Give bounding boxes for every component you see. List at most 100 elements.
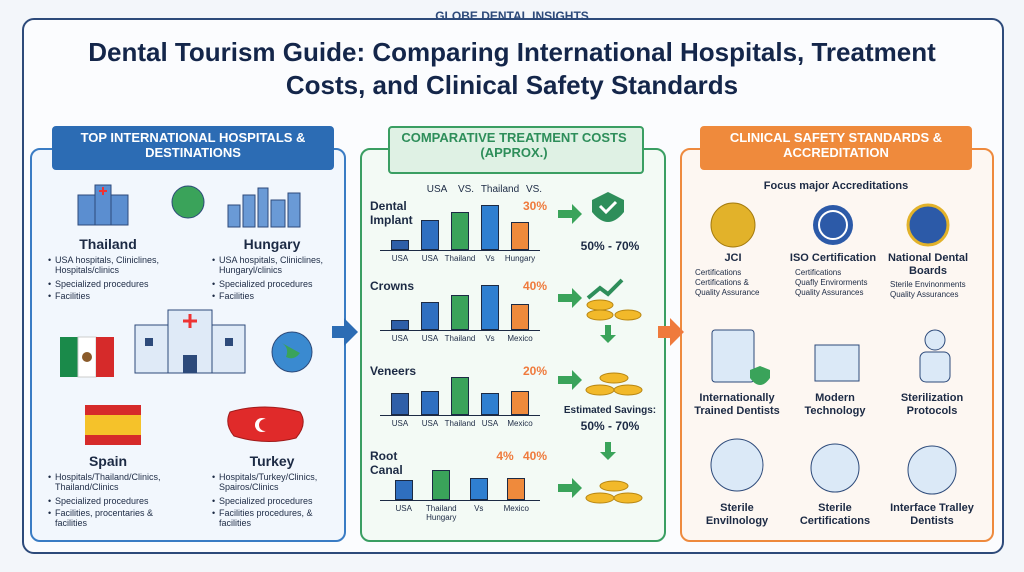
bullet: • Specialized procedures: [212, 279, 313, 289]
bullet: • Hospitals/Turkey/Clinics, Spairos/Clini…: [212, 472, 318, 493]
feature: Sterilization Protocols: [900, 392, 964, 417]
bar-label: USA: [391, 334, 409, 343]
bar-label: Mexico: [507, 419, 533, 428]
bar: [394, 480, 413, 500]
destination-name: Hungary: [243, 236, 301, 252]
bullet: Sterile Envinonments: [890, 280, 966, 289]
savings-label: Estimated Savings:: [563, 405, 657, 416]
bar: [451, 377, 469, 415]
accreditation-name: ISO Certification: [789, 252, 877, 264]
bar-label: USA: [481, 419, 499, 428]
bar-label: USA: [391, 254, 409, 263]
panel-header: CLINICAL SAFETY STANDARDS & ACCREDITATIO…: [729, 130, 943, 160]
bar-label: Vs: [485, 254, 495, 263]
accreditation-name: JCI: [724, 252, 742, 264]
bar-label: Vs: [474, 504, 484, 513]
bullet: • USA hospitals, Cliniclines, Hungaryl/cl…: [212, 255, 324, 276]
bullet: Quality Assurances: [795, 288, 864, 297]
focus-label: Focus major Accreditations: [763, 180, 909, 192]
column-label: USA: [426, 184, 448, 195]
bullet: Quality Assurances: [890, 290, 959, 299]
bar: [511, 222, 529, 250]
treatment-name: Crowns: [370, 279, 415, 293]
baseline: [380, 500, 540, 501]
bar-label: Thailand: [444, 334, 476, 343]
treatment-name: Dental Implant: [370, 199, 413, 227]
bullet: • Specialized procedures: [212, 496, 313, 506]
bar: [391, 320, 409, 330]
bullet: • Facilities: [48, 291, 91, 301]
bar: [481, 393, 499, 415]
panel-header: TOP INTERNATIONAL HOSPITALS & DESTINATIO…: [80, 130, 306, 160]
header-ribbon: [388, 126, 644, 174]
bullet: • Facilities: [212, 291, 255, 301]
bar: [421, 391, 439, 415]
title: Dental Tourism Guide: Comparing Internat…: [88, 37, 936, 100]
bullet: • Facilities procedures, & facilities: [212, 508, 313, 529]
bar-label: Vs: [485, 334, 495, 343]
feature: Sterile Certifications: [799, 502, 871, 527]
column-label: VS.: [457, 184, 475, 195]
bar: [469, 478, 488, 500]
bar: [391, 240, 409, 250]
percent: 4%: [496, 449, 514, 463]
bullet: • Specialized procedures: [48, 496, 149, 506]
percent: 40%: [522, 279, 548, 293]
bar: [481, 285, 499, 330]
brand: GLOBE DENTAL INSIGHTS: [435, 9, 589, 23]
bar-label: Thailand: [444, 419, 476, 428]
destination-name: Spain: [88, 453, 128, 469]
percent: 40%: [522, 449, 548, 463]
bar: [511, 391, 529, 415]
bar-label: USA: [421, 254, 439, 263]
treatment-name: Root Canal: [370, 449, 403, 477]
bullet: Quality Assurance: [695, 288, 760, 297]
bar-label: Mexico: [507, 334, 533, 343]
bar: [432, 470, 451, 500]
column-label: Thailand: [480, 184, 520, 195]
bullet: Certifications &: [695, 278, 749, 287]
bar-label: USA: [421, 419, 439, 428]
bar-label: USA: [391, 419, 409, 428]
percent: 30%: [522, 199, 548, 213]
bar-label: Thailand Hungary: [425, 504, 457, 523]
destination-name: Turkey: [249, 453, 295, 469]
bar: [451, 295, 469, 330]
bar-label: Hungary: [504, 254, 536, 263]
bullet: Certifications: [795, 268, 842, 277]
header-ribbon: [700, 126, 972, 170]
baseline: [380, 415, 540, 416]
feature: Modern Technology: [804, 392, 866, 417]
column-label: VS.: [525, 184, 543, 195]
bar: [481, 205, 499, 250]
bullet: • Facilities, procentaries & facilities: [48, 508, 154, 529]
bar: [391, 393, 409, 415]
feature: Interface Tralley Dentists: [890, 502, 974, 527]
feature: Sterile Envilnology: [705, 502, 769, 527]
savings: 50% - 70%: [580, 239, 640, 253]
baseline: [380, 330, 540, 331]
panel-header: COMPARATIVE TREATMENT COSTS (APPROX.): [401, 130, 627, 160]
bar: [451, 212, 469, 250]
bullet: • USA hospitals, Cliniclines, Hospitals/c…: [48, 255, 160, 276]
bullet: • Hospitals/Thailand/Clinics, Thailand/Cl…: [48, 472, 161, 493]
bar-label: Thailand: [444, 254, 476, 263]
bar: [511, 304, 529, 330]
bullet: Certifications: [695, 268, 742, 277]
bar-label: USA: [421, 334, 439, 343]
bullet: • Specialized procedures: [48, 279, 149, 289]
bar-label: USA: [395, 504, 412, 513]
treatment-name: Veneers: [370, 364, 417, 378]
header-ribbon: [52, 126, 334, 170]
bar: [421, 302, 439, 330]
percent: 20%: [522, 364, 548, 378]
bullet: Quafly Envirorments: [795, 278, 868, 287]
bar: [507, 478, 526, 500]
destination-name: Thailand: [79, 236, 137, 252]
bar: [421, 220, 439, 250]
bar-label: Mexico: [503, 504, 529, 513]
savings: 50% - 70%: [580, 419, 640, 433]
accreditation-name: National Dental Boards: [887, 252, 969, 277]
